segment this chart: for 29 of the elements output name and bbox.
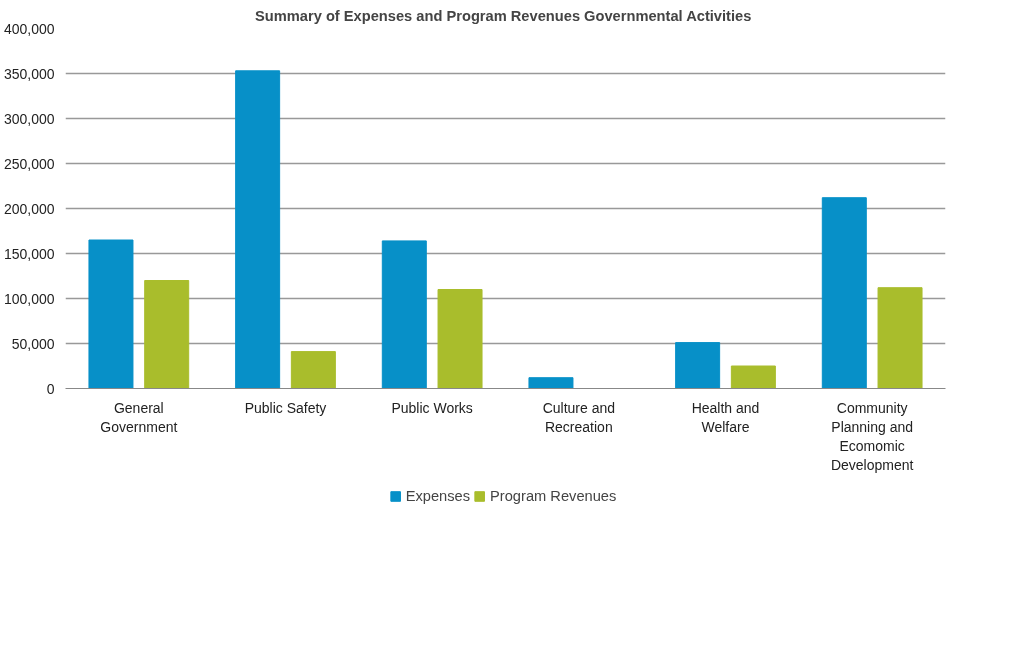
y-tick-label: 100,000 — [3, 290, 55, 307]
y-tick-label: 400,000 — [3, 20, 55, 37]
bar — [88, 239, 134, 389]
bar — [528, 377, 574, 389]
bar — [730, 365, 776, 389]
x-tick-label: Community Planning and Ecomomic Development — [830, 399, 914, 474]
y-tick-label: 250,000 — [3, 155, 55, 172]
bar — [437, 289, 483, 389]
bar — [675, 342, 721, 389]
bar — [290, 351, 336, 389]
bar — [821, 197, 867, 389]
bar — [877, 287, 923, 389]
x-tick-label: Public Safety — [244, 399, 327, 416]
y-tick-label: 150,000 — [3, 245, 55, 262]
y-tick-label: 50,000 — [11, 335, 55, 352]
y-tick-label: 350,000 — [3, 65, 55, 82]
y-tick-label: 200,000 — [3, 200, 55, 217]
legend-label: Program Revenues — [490, 488, 617, 504]
x-tick-label: Health and Welfare — [691, 399, 760, 435]
x-tick-label: Public Works — [391, 399, 473, 416]
bar — [235, 70, 281, 389]
chart-title: Summary of Expenses and Program Revenues Governmental Activities — [255, 7, 752, 24]
y-tick-label: 300,000 — [3, 110, 55, 127]
x-tick-label: General Government — [100, 399, 178, 435]
bar — [381, 240, 427, 389]
bar — [144, 280, 190, 389]
legend-label: Expenses — [405, 488, 471, 504]
y-tick-label: 0 — [46, 380, 55, 397]
x-tick-label: Culture and Recreation — [542, 399, 616, 435]
